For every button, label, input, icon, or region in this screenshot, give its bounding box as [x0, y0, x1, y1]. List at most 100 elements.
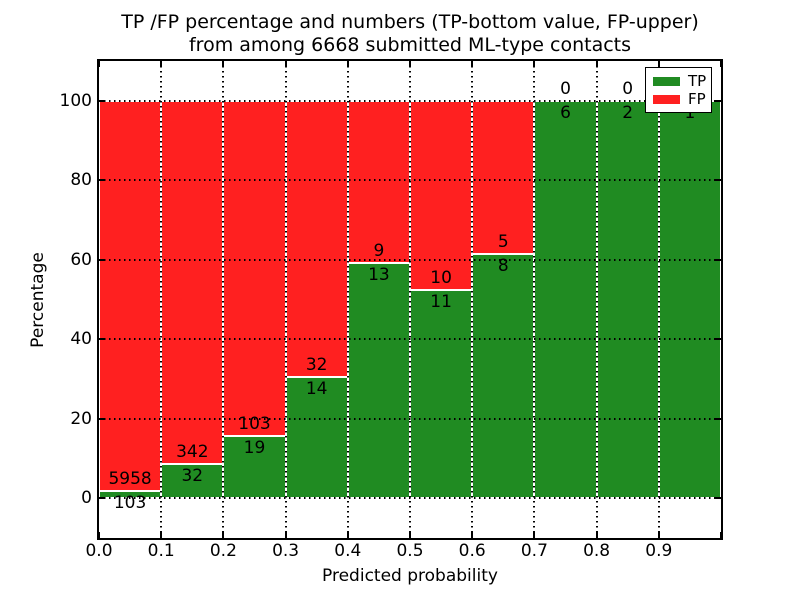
bar-segment-tp-9 — [658, 100, 721, 499]
x-axis-label: Predicted probability — [322, 566, 498, 586]
bar-count-label-tp-5: 11 — [430, 292, 452, 313]
bar-segment-fp-5 — [410, 100, 473, 291]
x-tick-label-0.8: 0.8 — [583, 541, 611, 561]
y-tick-left-0 — [99, 497, 105, 500]
legend: TP FP — [645, 67, 712, 113]
tp-legend-swatch — [653, 76, 680, 86]
gridline-v-9 — [657, 61, 660, 538]
y-tick-left-40 — [99, 338, 105, 341]
x-tick-top-8 — [595, 61, 598, 67]
y-tick-left-20 — [99, 417, 105, 420]
gridline-v-2 — [222, 61, 225, 538]
bar-segment-tp-6 — [472, 253, 535, 499]
y-tick-right-60 — [715, 258, 721, 261]
x-tick-top-5 — [409, 61, 411, 67]
tp-legend-label: TP — [688, 72, 707, 90]
x-tick-top-2 — [222, 61, 225, 67]
y-tick-right-20 — [715, 417, 721, 420]
y-tick-left-60 — [99, 258, 105, 261]
x-tick-label-0.3: 0.3 — [272, 541, 300, 561]
x-tick-top-0 — [98, 61, 100, 67]
gridline-v-7 — [533, 61, 536, 538]
gridline-v-6 — [471, 61, 474, 538]
x-tick-top-6 — [471, 61, 474, 67]
x-tick-label-0.6: 0.6 — [458, 541, 486, 561]
bar-count-label-fp-5: 10 — [430, 268, 452, 289]
x-tick-top-3 — [284, 61, 287, 67]
bar-count-label-fp-1: 342 — [176, 442, 209, 463]
bar-count-label-tp-4: 13 — [368, 265, 390, 286]
bar-count-label-tp-1: 32 — [181, 466, 204, 487]
x-tick-top-10 — [720, 61, 722, 67]
y-tick-label-20: 20 — [70, 408, 92, 429]
x-tick-label-0.5: 0.5 — [396, 541, 424, 561]
x-tick-label-0.4: 0.4 — [334, 541, 362, 561]
bar-segment-fp-4 — [347, 100, 410, 264]
x-tick-top-9 — [657, 61, 660, 67]
x-tick-bottom-4 — [346, 532, 349, 538]
y-tick-right-0 — [715, 497, 721, 500]
bar-segment-fp-2 — [223, 100, 286, 437]
y-tick-right-80 — [715, 179, 721, 182]
chart-title: TP /FP percentage and numbers (TP-bottom… — [99, 11, 721, 57]
bar-count-label-fp-8: 0 — [622, 78, 634, 99]
x-tick-label-0.9: 0.9 — [645, 541, 673, 561]
bar-count-label-fp-3: 32 — [305, 355, 328, 376]
y-axis-label: Percentage — [28, 252, 48, 348]
plot-area: 595810334232103193214913101158060201 — [97, 59, 723, 540]
bar-count-label-tp-6: 8 — [497, 255, 509, 276]
bar-segment-tp-5 — [410, 290, 473, 499]
x-tick-top-4 — [346, 61, 349, 67]
x-tick-bottom-10 — [720, 532, 722, 538]
x-tick-bottom-0 — [98, 532, 100, 538]
bar-count-label-fp-0: 5958 — [108, 469, 152, 490]
legend-entry-fp: FP — [653, 90, 711, 108]
x-tick-label-0.0: 0.0 — [85, 541, 113, 561]
bar-count-label-tp-2: 19 — [243, 438, 266, 459]
x-tick-bottom-2 — [222, 532, 225, 538]
gridline-v-4 — [346, 61, 349, 538]
y-tick-label-80: 80 — [70, 170, 92, 191]
x-tick-bottom-1 — [160, 532, 163, 538]
gridline-v-5 — [409, 61, 411, 538]
y-tick-label-40: 40 — [70, 329, 92, 350]
legend-entry-tp: TP — [653, 72, 711, 90]
fp-legend-swatch — [653, 94, 680, 104]
x-tick-bottom-3 — [284, 532, 287, 538]
bar-segment-tp-7 — [534, 100, 597, 499]
fp-legend-label: FP — [688, 90, 706, 108]
x-tick-bottom-8 — [595, 532, 598, 538]
x-tick-top-1 — [160, 61, 163, 67]
bar-count-label-fp-2: 103 — [238, 414, 271, 435]
x-tick-label-0.1: 0.1 — [147, 541, 175, 561]
bar-count-label-tp-3: 14 — [305, 379, 328, 400]
y-tick-label-60: 60 — [70, 249, 92, 270]
x-tick-bottom-9 — [657, 532, 660, 538]
bar-count-label-fp-6: 5 — [497, 231, 509, 252]
x-tick-label-0.2: 0.2 — [209, 541, 237, 561]
y-tick-left-100 — [99, 99, 105, 102]
x-tick-label-0.7: 0.7 — [520, 541, 548, 561]
bar-segment-fp-1 — [161, 100, 224, 465]
x-tick-bottom-6 — [471, 532, 474, 538]
y-tick-right-100 — [715, 99, 721, 102]
x-tick-top-7 — [533, 61, 536, 67]
x-tick-bottom-7 — [533, 532, 536, 538]
bar-count-label-fp-4: 9 — [373, 241, 385, 262]
gridline-v-3 — [284, 61, 287, 538]
gridline-v-1 — [160, 61, 163, 538]
bar-count-label-fp-7: 0 — [560, 78, 571, 99]
y-tick-label-0: 0 — [81, 488, 92, 509]
gridline-v-8 — [595, 61, 598, 538]
bar-count-label-tp-7: 6 — [560, 102, 571, 123]
x-tick-bottom-5 — [409, 532, 411, 538]
chart-title-line1: TP /FP percentage and numbers (TP-bottom… — [121, 11, 699, 33]
chart-title-line2: from among 6668 submitted ML-type contac… — [188, 34, 632, 56]
bar-count-label-tp-8: 2 — [622, 102, 634, 123]
y-tick-label-100: 100 — [59, 90, 92, 111]
y-tick-right-40 — [715, 338, 721, 341]
bar-segment-tp-8 — [596, 100, 659, 499]
y-tick-left-80 — [99, 179, 105, 182]
bar-count-label-tp-0: 103 — [113, 493, 147, 514]
